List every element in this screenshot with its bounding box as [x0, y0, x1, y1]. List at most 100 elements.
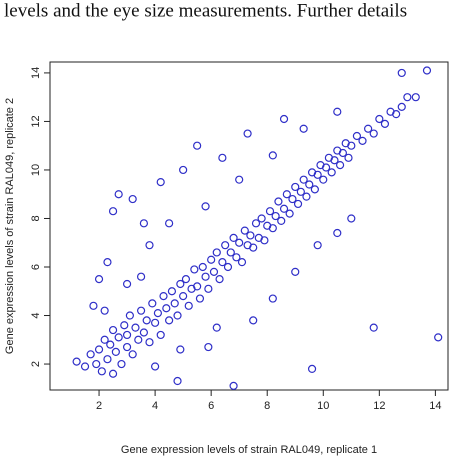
y-tick-label: 12 [30, 115, 42, 127]
point [221, 241, 230, 250]
point [249, 243, 258, 252]
point [240, 226, 249, 235]
point [268, 224, 277, 233]
point [122, 330, 132, 340]
point [122, 279, 132, 289]
point [375, 114, 384, 124]
point [139, 328, 148, 337]
point [108, 369, 118, 378]
x-axis-label: Gene expression levels of strain RAL049,… [121, 444, 377, 456]
x-tick-label: 8 [264, 400, 270, 412]
point [106, 340, 115, 349]
point [156, 177, 165, 187]
point [434, 333, 443, 342]
point [226, 248, 235, 257]
point [302, 192, 311, 201]
point [142, 316, 151, 325]
point [108, 325, 118, 335]
point [251, 219, 261, 228]
y-tick-label: 4 [30, 312, 42, 318]
point [358, 136, 367, 145]
y-tick-label: 6 [30, 264, 42, 270]
point [243, 129, 252, 138]
point [279, 204, 289, 213]
point [100, 335, 109, 344]
point [114, 190, 123, 199]
point [151, 318, 160, 327]
point [310, 185, 319, 194]
point [232, 253, 241, 262]
point [260, 236, 269, 245]
point [156, 330, 165, 340]
point [307, 364, 317, 373]
point [184, 301, 193, 310]
point [246, 231, 255, 240]
point [94, 275, 104, 284]
point [321, 163, 331, 172]
point [313, 170, 322, 179]
point [108, 207, 118, 216]
point [274, 197, 283, 206]
point [89, 301, 98, 310]
point [333, 107, 342, 116]
point [114, 333, 123, 342]
point [92, 359, 101, 369]
point [207, 255, 216, 264]
point [299, 124, 308, 133]
point [249, 316, 258, 325]
point [305, 180, 314, 189]
point [369, 323, 378, 332]
point [218, 153, 227, 162]
point [170, 299, 179, 308]
point [296, 187, 305, 196]
point [204, 342, 213, 352]
point [279, 114, 289, 124]
point [319, 175, 328, 184]
point [265, 207, 275, 216]
point [333, 228, 342, 238]
point [125, 311, 134, 320]
point [235, 175, 244, 184]
point [134, 335, 143, 344]
point [369, 129, 378, 138]
point [364, 124, 373, 133]
point [103, 355, 112, 364]
point [165, 316, 174, 325]
point [179, 292, 188, 301]
point [162, 304, 171, 313]
point [335, 161, 345, 170]
point [271, 211, 280, 221]
point [153, 308, 163, 318]
point [198, 262, 207, 272]
x-tick-label: 10 [317, 400, 329, 412]
point [268, 151, 277, 160]
x-tick-label: 12 [373, 400, 385, 412]
point [179, 165, 188, 175]
point [176, 345, 185, 354]
y-tick-label: 10 [30, 164, 42, 176]
point [204, 284, 213, 293]
point [268, 294, 277, 303]
point [235, 238, 244, 247]
point [181, 275, 191, 284]
point [344, 153, 353, 162]
point [128, 194, 137, 204]
point [165, 219, 174, 228]
point [148, 299, 157, 308]
point [347, 141, 356, 150]
point [139, 219, 148, 228]
point [223, 262, 233, 272]
point [145, 241, 154, 250]
point [97, 367, 106, 376]
x-tick-label: 4 [152, 400, 158, 412]
point [195, 294, 205, 303]
point [327, 168, 336, 177]
point [100, 306, 109, 315]
point [94, 345, 104, 354]
point [347, 214, 356, 223]
point [422, 66, 432, 75]
point [151, 362, 160, 371]
point [190, 265, 199, 274]
point [229, 233, 238, 242]
